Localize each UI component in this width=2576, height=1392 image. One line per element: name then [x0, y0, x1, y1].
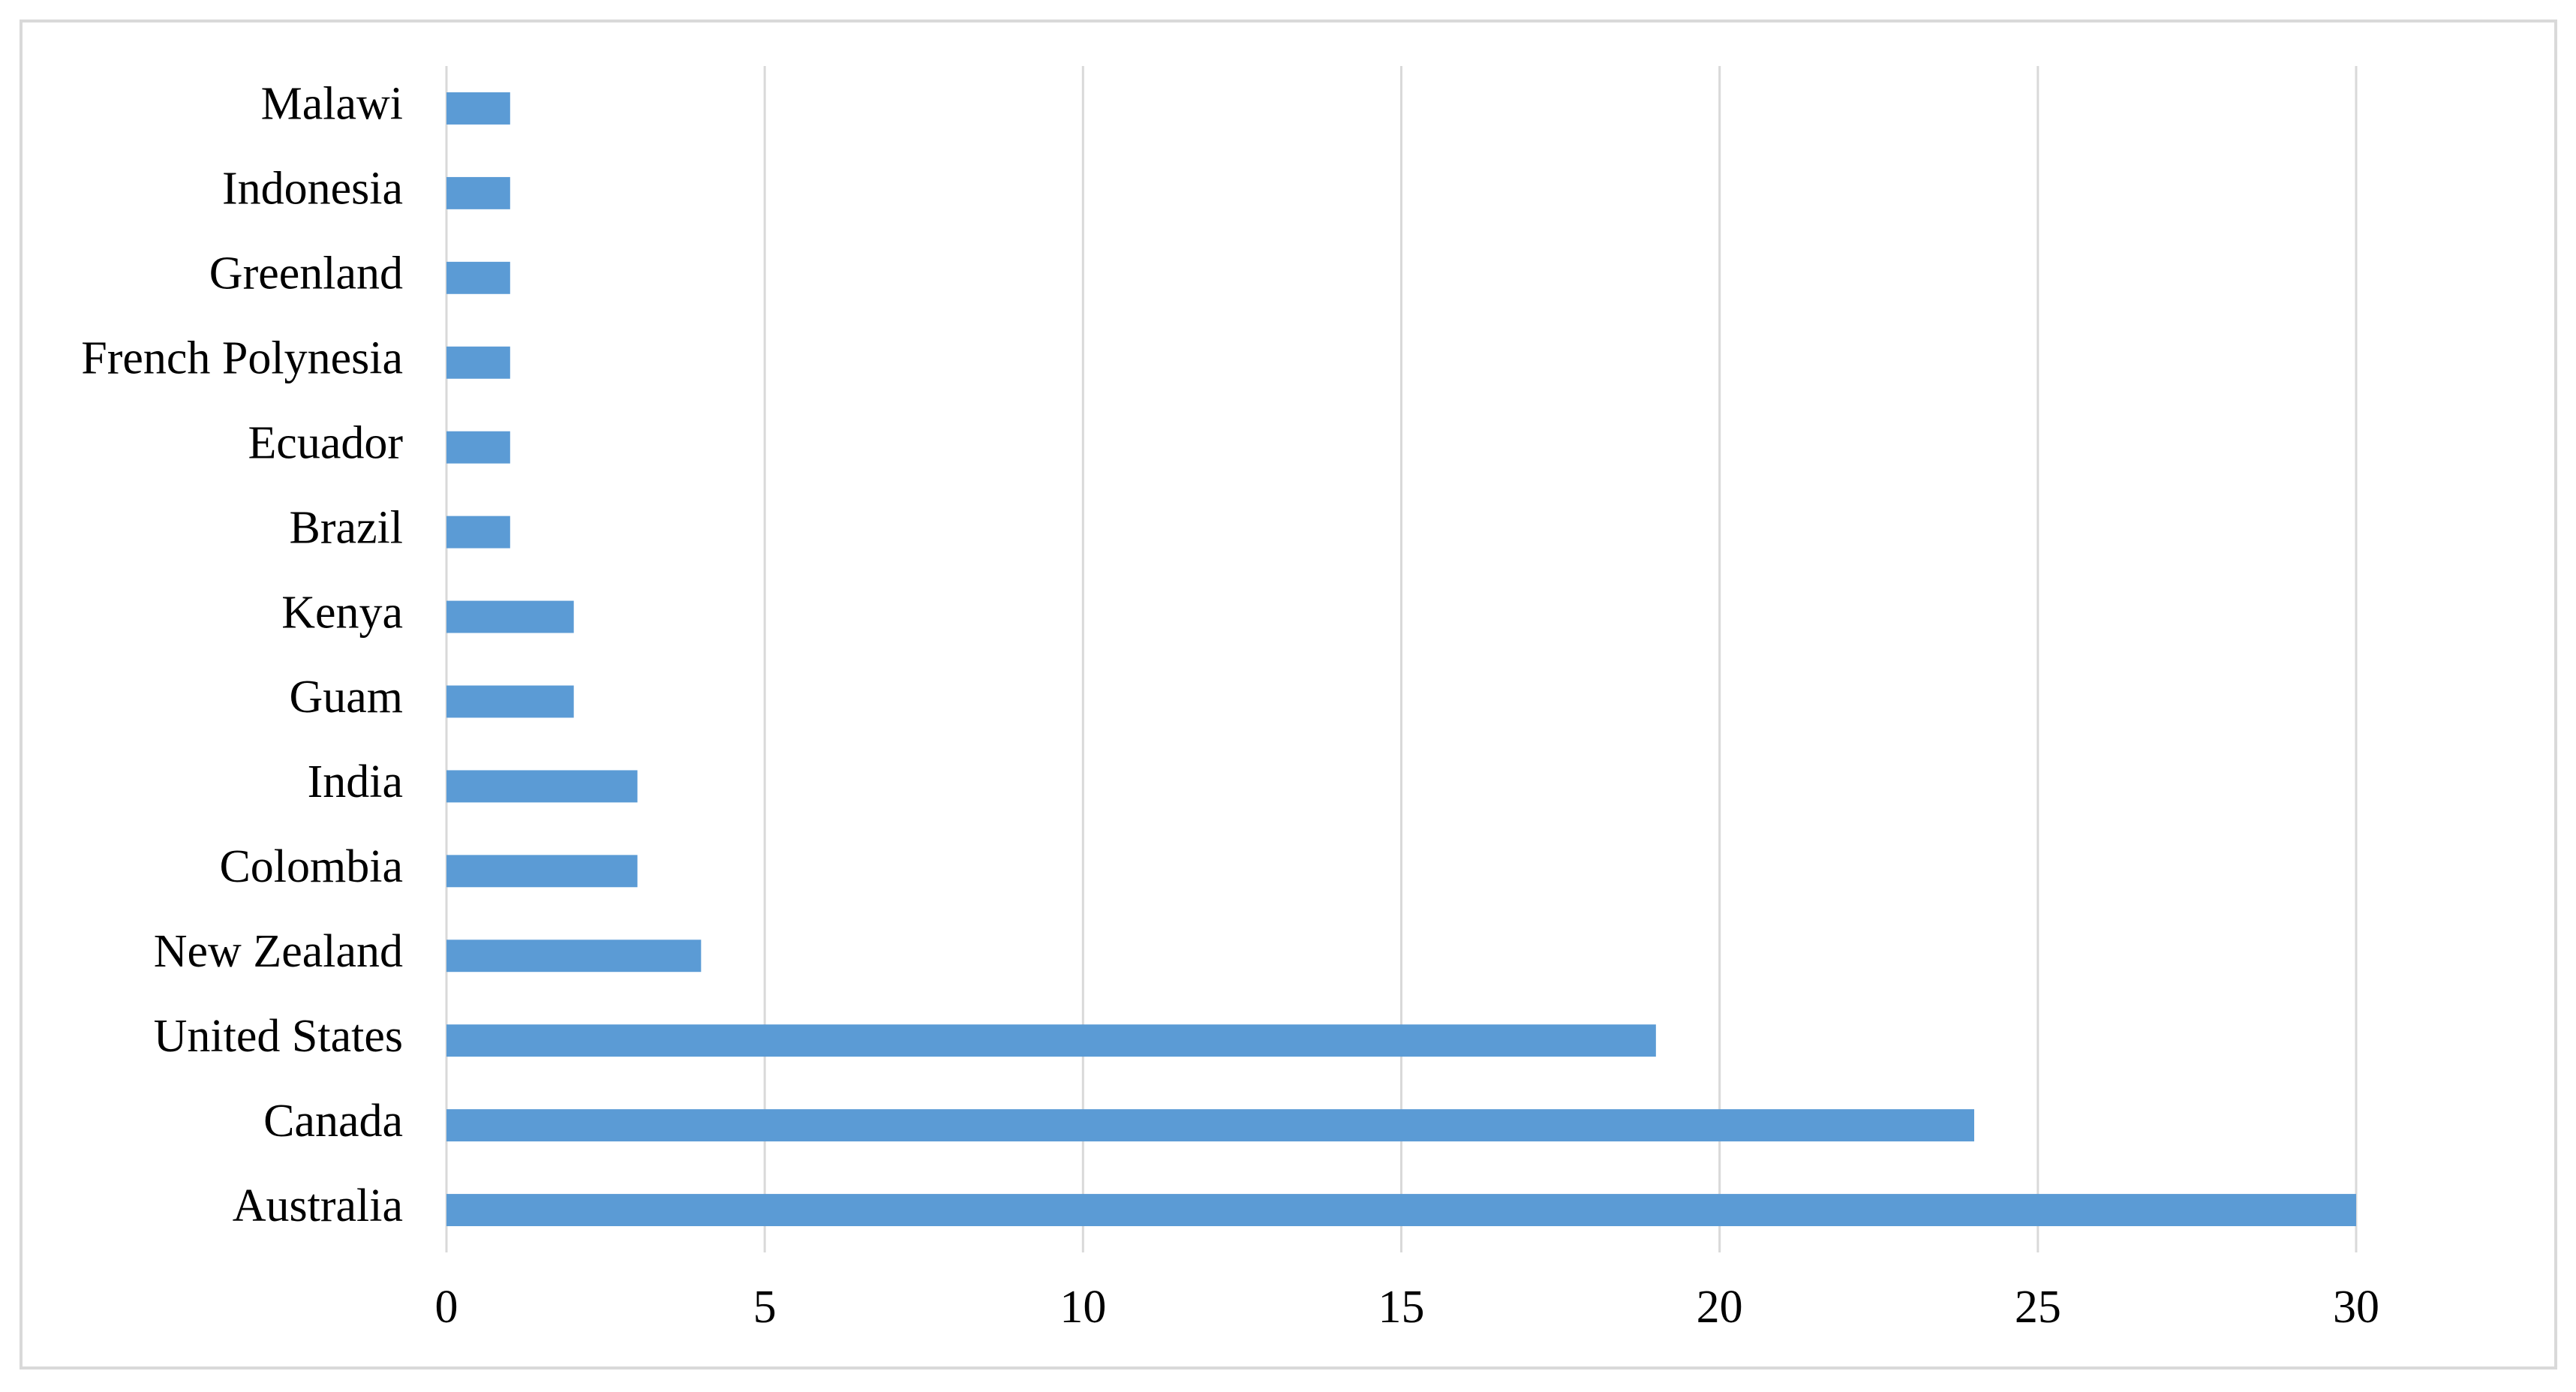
- bar: [446, 176, 510, 209]
- y-tick-label: New Zealand: [154, 926, 403, 977]
- y-tick-label: Kenya: [281, 587, 403, 638]
- y-tick-label: Canada: [263, 1096, 403, 1147]
- chart-frame: [20, 20, 2557, 1369]
- x-tick-label: 30: [2333, 1282, 2379, 1333]
- bar: [446, 940, 702, 973]
- y-tick-label: Malawi: [261, 79, 403, 130]
- x-tick-label: 15: [1378, 1282, 1425, 1333]
- bar: [446, 600, 574, 633]
- y-tick-label: Indonesia: [222, 164, 403, 215]
- y-tick-label: Ecuador: [248, 417, 403, 468]
- x-tick-label: 10: [1060, 1282, 1106, 1333]
- y-tick-label: Guam: [289, 672, 403, 723]
- y-tick-label: Colombia: [219, 841, 403, 892]
- bar: [446, 1109, 1974, 1142]
- bar: [446, 1024, 1656, 1057]
- x-tick-label: 25: [2015, 1282, 2061, 1333]
- y-tick-label: Brazil: [290, 502, 404, 553]
- x-tick-label: 20: [1697, 1282, 1743, 1333]
- y-tick-label: Australia: [233, 1180, 403, 1231]
- bar: [446, 770, 638, 803]
- x-tick-label: 0: [435, 1282, 458, 1333]
- bar: [446, 855, 638, 888]
- x-tick-label: 5: [753, 1282, 777, 1333]
- bar: [446, 431, 510, 464]
- bar: [446, 685, 574, 718]
- y-tick-label: United States: [154, 1011, 403, 1062]
- bar: [446, 261, 510, 294]
- bar: [446, 346, 510, 379]
- y-tick-label: Greenland: [209, 248, 403, 299]
- y-tick-label: India: [308, 756, 403, 807]
- y-tick-label: French Polynesia: [81, 332, 403, 383]
- bar: [446, 92, 510, 125]
- bar: [446, 1194, 2356, 1226]
- bar: [446, 516, 510, 549]
